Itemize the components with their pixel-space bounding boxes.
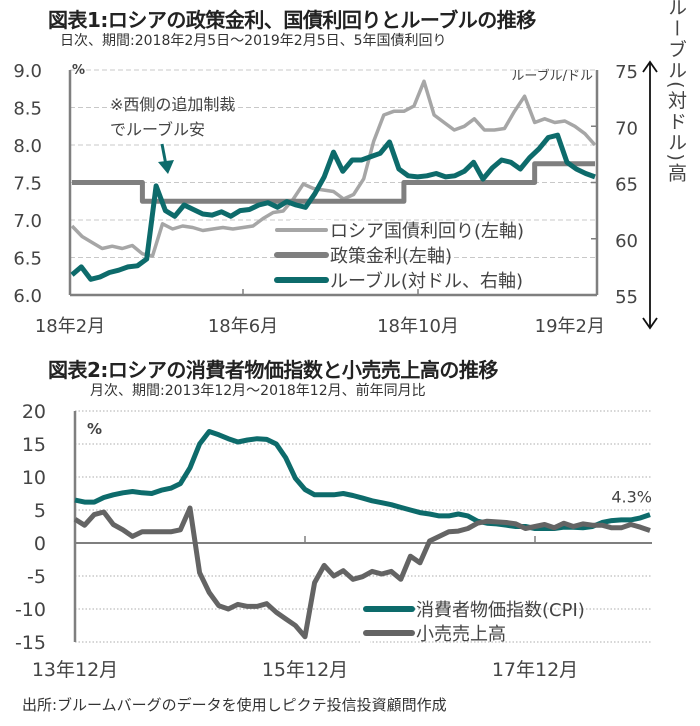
y-tick-label: 20: [22, 401, 46, 423]
y-tick-label: -15: [15, 632, 46, 654]
arrow-down-icon: [158, 160, 174, 174]
y-left-tick-label: 6.5: [13, 249, 42, 270]
y-right-tick-label: 70: [615, 118, 638, 139]
y-left-tick-label: 7.5: [13, 174, 42, 195]
x-tick-label: 18年10月: [377, 316, 459, 337]
x-tick-label: 18年2月: [35, 316, 105, 337]
series-line-ruble: [70, 132, 596, 282]
y-tick-label: -5: [27, 566, 46, 588]
x-tick-label: 15年12月: [262, 659, 348, 681]
y-left-unit-label: %: [72, 63, 85, 78]
y-left-tick-label: 7.0: [13, 211, 42, 232]
y-left-tick-label: 8.0: [13, 136, 42, 157]
legend-label: 小売売上高: [416, 624, 506, 645]
annotation-text: ※西側の追加制裁: [110, 95, 235, 114]
y-tick-label: 0: [34, 533, 46, 555]
chart1-title: 図表1:ロシアの政策金利、国債利回りとルーブルの推移: [48, 8, 536, 32]
y-left-tick-label: 9.0: [13, 61, 42, 82]
arrow-down-icon: [642, 317, 658, 330]
legend-label: ロシア国債利回り(左軸): [330, 221, 524, 242]
y-left-tick-label: 6.0: [13, 286, 42, 307]
series-line-cpi: [74, 429, 651, 531]
y-right-tick-label: 60: [615, 231, 638, 252]
series-line-retail-sales: [73, 505, 651, 640]
end-value-label: 4.3%: [611, 488, 652, 507]
legend-label: 消費者物価指数(CPI): [416, 600, 585, 621]
chart1: 6.0 6.5 7.0 7.5 8.0 8.5 9.0% ルーブル/ドル 55 60 65 70 75 1…: [13, 0, 687, 337]
chart2: -15 -10 -5 0 5 10 15 20% 13年12月 15年12月 17年12月 4.3% 消…: [15, 401, 652, 681]
y-unit-label: %: [87, 420, 102, 438]
chart2-subtitle: 月次、期間:2013年12月〜2018年12月、前年同月比: [90, 383, 426, 399]
y-tick-label: 5: [34, 500, 46, 522]
chart1-subtitle: 日次、期間:2018年2月5日〜2019年2月5日、5年国債利回り: [60, 33, 447, 49]
y-right-unit-label: ルーブル/ドル: [511, 68, 593, 84]
y-tick-label: 10: [22, 467, 46, 489]
x-tick-label: 17年12月: [492, 659, 578, 681]
y-tick-label: 15: [22, 434, 46, 456]
legend-label: 政策金利(左軸): [330, 246, 452, 267]
annotation-text: でルーブル安: [110, 120, 205, 139]
y-right-tick-label: 75: [615, 62, 638, 83]
chart2-title: 図表2:ロシアの消費者物価指数と小売売上高の推移: [48, 358, 498, 382]
y-left-tick-label: 8.5: [13, 99, 42, 120]
y-tick-label: -10: [15, 599, 46, 621]
arrow-up-icon: [642, 60, 658, 73]
y-right-tick-label: 65: [615, 175, 638, 196]
right-axis-side-label: 安ルーブル(対ドル)高: [665, 0, 687, 184]
legend-label: ルーブル(対ドル、右軸): [330, 270, 523, 292]
x-tick-label: 19年2月: [535, 316, 605, 337]
x-tick-label: 13年12月: [32, 659, 118, 681]
y-right-tick-label: 55: [615, 287, 638, 308]
source-note: 出所:ブルームバーグのデータを使用しピクテ投信投資顧問作成: [22, 696, 447, 714]
x-tick-label: 18年6月: [208, 316, 278, 337]
series-line-bond-yield: [70, 79, 597, 258]
